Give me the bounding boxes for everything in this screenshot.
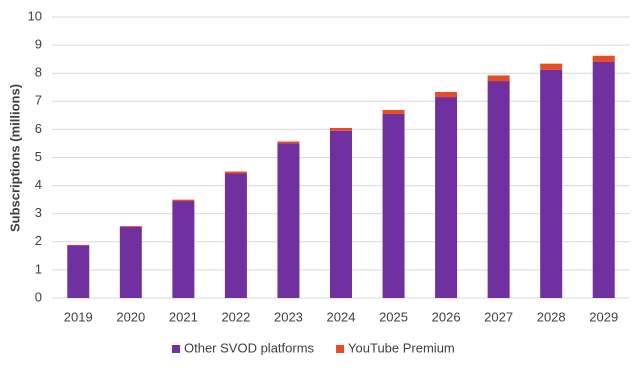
bar-segment (540, 69, 563, 298)
y-tick-label: 2 (35, 233, 42, 248)
bar-segment (224, 173, 247, 298)
bar-segment (487, 75, 510, 82)
y-tick-label: 1 (35, 261, 42, 276)
bar-segment (277, 141, 300, 144)
bar-segment (330, 130, 352, 298)
bar-segment (172, 199, 195, 202)
bar-segment (277, 143, 300, 298)
bar-segment (435, 97, 458, 299)
y-tick-label: 7 (35, 93, 42, 108)
bar-segment (382, 110, 405, 114)
y-tick-label: 4 (35, 177, 42, 192)
bar-segment (435, 92, 458, 98)
x-tick-label: 2025 (379, 309, 408, 324)
y-axis-title: Subscriptions (millions) (7, 84, 22, 232)
x-tick-label: 2020 (116, 309, 145, 324)
bar-segment (592, 55, 615, 62)
bar-segment (67, 245, 90, 298)
legend-swatch (172, 345, 180, 353)
legend-swatch (336, 345, 345, 353)
x-tick-label: 2022 (221, 309, 250, 324)
y-tick-label: 3 (35, 205, 42, 220)
bar-segment (119, 226, 142, 298)
x-tick-label: 2024 (327, 309, 356, 324)
y-tick-label: 0 (35, 289, 42, 304)
x-tick-label: 2023 (274, 309, 303, 324)
y-tick-label: 9 (35, 37, 42, 52)
x-tick-label: 2029 (589, 309, 618, 324)
y-tick-label: 10 (28, 8, 42, 23)
bar-segment (172, 201, 195, 298)
bar-segment (382, 113, 405, 298)
y-tick-label: 5 (35, 149, 42, 164)
bar-segment (592, 61, 615, 299)
x-tick-label: 2019 (64, 309, 93, 324)
bar-segment (330, 127, 352, 131)
x-tick-label: 2027 (484, 309, 513, 324)
bar-segment (119, 226, 142, 227)
y-tick-label: 8 (35, 65, 42, 80)
y-tick-label: 6 (35, 121, 42, 136)
x-tick-label: 2021 (169, 309, 198, 324)
x-tick-label: 2028 (537, 309, 566, 324)
legend-label: Other SVOD platforms (184, 340, 315, 355)
bar-segment (67, 244, 90, 246)
bar-segment (540, 63, 563, 70)
bar-segment (224, 171, 247, 174)
legend-label: YouTube Premium (348, 340, 455, 355)
x-tick-label: 2026 (432, 309, 461, 324)
bar-segment (487, 81, 510, 299)
